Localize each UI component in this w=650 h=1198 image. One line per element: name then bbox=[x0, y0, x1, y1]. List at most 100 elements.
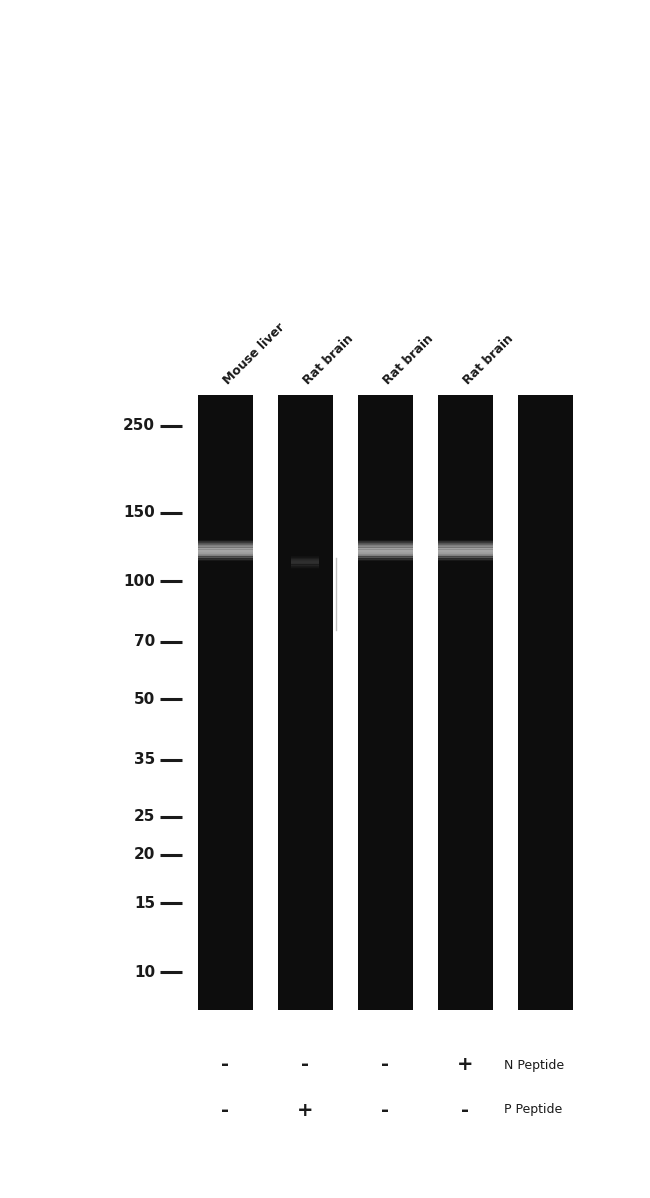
Bar bbox=[437, 550, 493, 551]
Bar bbox=[291, 558, 318, 559]
Bar bbox=[291, 557, 318, 558]
Text: -: - bbox=[221, 1055, 229, 1075]
Bar bbox=[291, 558, 318, 559]
Bar bbox=[198, 546, 252, 547]
Bar bbox=[198, 546, 252, 547]
Bar bbox=[358, 549, 413, 550]
Text: 50: 50 bbox=[134, 691, 155, 707]
Bar bbox=[198, 559, 252, 561]
Bar bbox=[358, 540, 413, 541]
Bar bbox=[198, 541, 252, 543]
Bar bbox=[198, 395, 252, 1010]
Bar bbox=[198, 544, 252, 545]
Bar bbox=[437, 559, 493, 561]
Bar bbox=[291, 562, 318, 563]
Bar bbox=[185, 395, 600, 1010]
Text: 15: 15 bbox=[134, 896, 155, 910]
Bar bbox=[358, 555, 413, 556]
Bar bbox=[437, 544, 493, 545]
Text: +: + bbox=[457, 1055, 473, 1075]
Bar bbox=[358, 559, 413, 561]
Text: 70: 70 bbox=[134, 635, 155, 649]
Bar bbox=[291, 561, 318, 562]
Text: 100: 100 bbox=[124, 574, 155, 589]
Bar bbox=[291, 563, 318, 564]
Text: Rat brain: Rat brain bbox=[301, 332, 356, 387]
Bar bbox=[198, 557, 252, 558]
Bar bbox=[198, 540, 252, 541]
Bar bbox=[278, 395, 333, 1010]
Bar bbox=[437, 546, 493, 547]
Bar bbox=[358, 558, 413, 559]
Bar bbox=[185, 395, 600, 1010]
Bar bbox=[437, 549, 493, 550]
Text: -: - bbox=[301, 1055, 309, 1075]
Bar bbox=[437, 541, 493, 543]
Bar bbox=[358, 541, 413, 543]
Bar bbox=[198, 555, 252, 556]
Text: Rat brain: Rat brain bbox=[461, 332, 516, 387]
Text: 25: 25 bbox=[134, 809, 155, 824]
Bar bbox=[358, 555, 413, 556]
Bar bbox=[437, 552, 493, 553]
Bar bbox=[291, 565, 318, 567]
Bar bbox=[198, 559, 252, 561]
Bar bbox=[358, 558, 413, 559]
Text: Rat brain: Rat brain bbox=[381, 332, 436, 387]
Bar bbox=[437, 555, 493, 556]
Bar bbox=[198, 553, 252, 555]
Bar bbox=[198, 540, 252, 541]
Text: Mouse liver: Mouse liver bbox=[221, 321, 287, 387]
Bar bbox=[291, 564, 318, 565]
Text: -: - bbox=[221, 1101, 229, 1119]
Bar bbox=[358, 395, 413, 1010]
Bar bbox=[437, 553, 493, 555]
Bar bbox=[437, 556, 493, 557]
Bar bbox=[437, 553, 493, 555]
Text: 250: 250 bbox=[123, 418, 155, 434]
Bar bbox=[437, 550, 493, 551]
Bar bbox=[291, 556, 318, 557]
Bar bbox=[291, 565, 318, 567]
Bar bbox=[358, 541, 413, 543]
Bar bbox=[291, 567, 318, 568]
Bar bbox=[358, 557, 413, 558]
Bar bbox=[358, 544, 413, 545]
Bar bbox=[437, 558, 493, 559]
Bar bbox=[291, 559, 318, 561]
Bar bbox=[437, 540, 493, 541]
Bar bbox=[358, 559, 413, 561]
Bar bbox=[291, 564, 318, 565]
Bar bbox=[358, 557, 413, 558]
Bar bbox=[437, 551, 493, 552]
Bar bbox=[358, 553, 413, 555]
Bar bbox=[358, 556, 413, 557]
Bar bbox=[198, 541, 252, 543]
Bar bbox=[437, 557, 493, 558]
Bar bbox=[291, 567, 318, 568]
Bar bbox=[198, 545, 252, 546]
Bar bbox=[358, 550, 413, 551]
Bar bbox=[358, 547, 413, 549]
Bar bbox=[198, 549, 252, 550]
Bar bbox=[437, 557, 493, 558]
Bar bbox=[198, 552, 252, 553]
Bar bbox=[437, 544, 493, 545]
Bar bbox=[198, 550, 252, 551]
Text: P Peptide: P Peptide bbox=[504, 1103, 563, 1117]
Bar bbox=[198, 553, 252, 555]
Text: -: - bbox=[381, 1055, 389, 1075]
Bar bbox=[437, 545, 493, 546]
Bar bbox=[198, 545, 252, 546]
Bar bbox=[358, 552, 413, 553]
Bar bbox=[291, 568, 318, 569]
Text: 35: 35 bbox=[134, 752, 155, 767]
Bar bbox=[437, 555, 493, 556]
Bar bbox=[437, 545, 493, 546]
Text: +: + bbox=[297, 1101, 313, 1119]
Bar bbox=[358, 545, 413, 546]
Bar bbox=[198, 556, 252, 557]
Bar bbox=[198, 552, 252, 553]
Bar bbox=[198, 551, 252, 552]
Bar bbox=[198, 547, 252, 549]
